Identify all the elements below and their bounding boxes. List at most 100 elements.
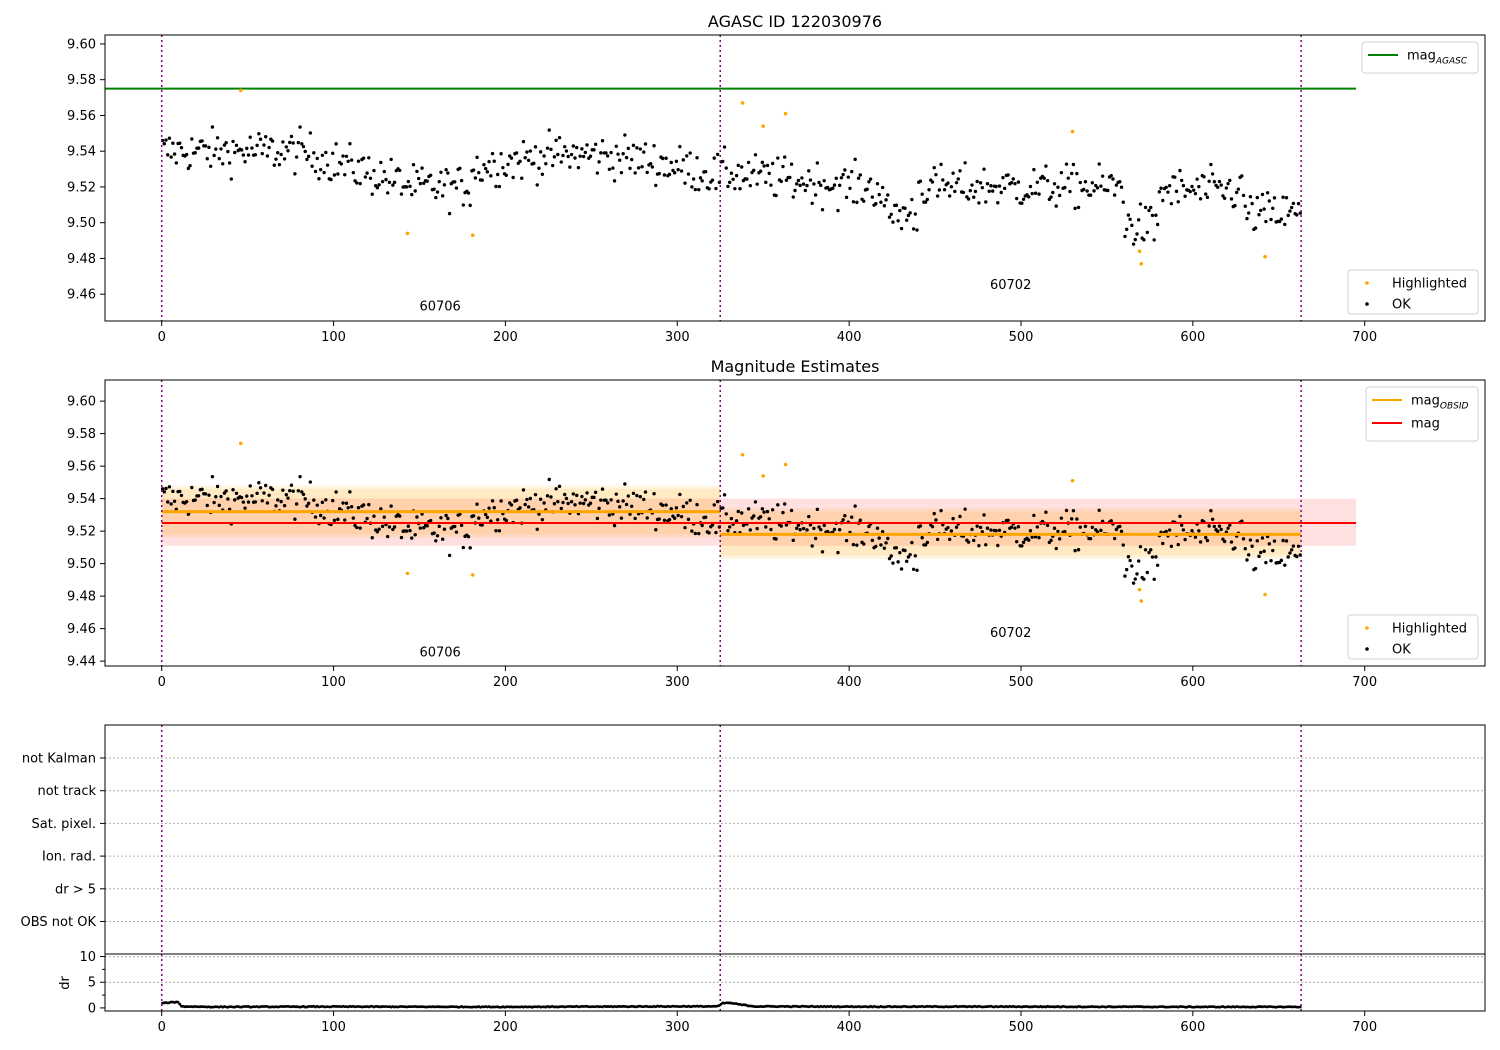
- ok-point: [1245, 216, 1249, 221]
- ok-point: [1188, 189, 1192, 194]
- ok-point: [1286, 555, 1290, 559]
- ok-point: [1161, 198, 1165, 203]
- ok-point: [331, 151, 335, 156]
- ok-point: [714, 530, 718, 535]
- ok-point: [784, 523, 789, 527]
- ok-point: [905, 559, 909, 564]
- ok-point: [678, 492, 682, 497]
- ok-point: [795, 182, 799, 186]
- ok-point: [812, 182, 816, 186]
- ok-point: [947, 537, 952, 542]
- category-label: OBS not OK: [21, 915, 97, 930]
- ok-point: [1016, 525, 1021, 529]
- ok-point: [298, 474, 302, 479]
- ok-point: [686, 517, 691, 522]
- ok-point: [372, 168, 376, 173]
- highlighted-point: [740, 452, 745, 457]
- ok-point: [179, 493, 184, 498]
- ok-point: [908, 552, 912, 557]
- ok-point: [844, 195, 849, 200]
- ok-point: [650, 165, 655, 169]
- highlighted-point: [740, 101, 745, 105]
- ok-point: [306, 154, 311, 159]
- ok-point: [1030, 191, 1034, 196]
- ok-point: [764, 525, 768, 529]
- ok-point: [193, 151, 197, 155]
- ok-point: [1014, 539, 1019, 544]
- ok-point: [657, 517, 661, 521]
- ok-point: [485, 515, 490, 520]
- ok-point: [638, 147, 643, 151]
- ok-point: [588, 501, 593, 505]
- ok-point: [1226, 181, 1230, 186]
- ok-point: [233, 150, 237, 155]
- ok-point: [850, 515, 854, 519]
- ok-point: [1123, 234, 1127, 239]
- ok-point: [820, 550, 825, 554]
- ok-point: [379, 507, 383, 511]
- ok-point: [1135, 572, 1139, 576]
- ok-point: [690, 529, 694, 533]
- ok-point: [196, 146, 201, 150]
- ok-point: [681, 504, 685, 509]
- ok-point: [549, 495, 553, 499]
- ok-point: [392, 525, 397, 529]
- ok-point: [879, 200, 883, 204]
- ok-point: [807, 169, 811, 173]
- ok-point: [324, 498, 328, 502]
- ok-point: [755, 526, 759, 531]
- ok-point: [1284, 196, 1289, 200]
- ok-point: [820, 208, 825, 212]
- ok-point: [953, 189, 957, 194]
- y-tick-label: 9.48: [67, 590, 96, 605]
- ok-point: [344, 501, 349, 505]
- ok-point: [908, 211, 912, 215]
- legend-points: [1347, 614, 1479, 660]
- ok-point: [528, 149, 533, 153]
- ok-point: [685, 501, 689, 505]
- ok-point: [843, 168, 847, 172]
- ok-point: [683, 525, 687, 530]
- ok-point: [1183, 194, 1187, 198]
- ok-point: [1099, 528, 1103, 533]
- ok-point: [576, 165, 581, 170]
- ok-point: [425, 179, 429, 183]
- ok-point: [1063, 529, 1067, 534]
- ok-point: [533, 145, 538, 149]
- ok-point: [1128, 217, 1132, 221]
- ok-point: [291, 489, 295, 493]
- ok-point: [1016, 180, 1021, 184]
- ok-point: [308, 131, 313, 135]
- ok-point: [458, 166, 462, 170]
- ok-point: [954, 525, 959, 529]
- axes-frame: [104, 724, 1486, 955]
- ok-point: [370, 536, 374, 540]
- ok-point: [375, 530, 380, 534]
- legend-marker: [1365, 647, 1369, 651]
- ok-point: [203, 144, 208, 148]
- ok-point: [592, 148, 596, 152]
- ok-point: [734, 173, 739, 178]
- ok-point: [284, 493, 289, 497]
- category-label: Sat. pixel.: [32, 817, 96, 832]
- ok-point: [795, 526, 799, 531]
- ok-point: [882, 204, 887, 208]
- ok-point: [447, 553, 452, 558]
- ok-point: [363, 175, 368, 179]
- x-tick-label: 600: [1180, 675, 1205, 690]
- ok-point: [1176, 542, 1180, 547]
- ok-point: [205, 156, 209, 161]
- ok-point: [406, 524, 411, 528]
- highlighted-point: [1137, 587, 1142, 592]
- ok-point: [1219, 183, 1223, 187]
- ok-point: [688, 498, 692, 503]
- ok-point: [978, 181, 983, 185]
- ok-point: [764, 180, 768, 185]
- legend-label: OK: [1392, 643, 1411, 658]
- ok-point: [434, 195, 438, 200]
- ok-point: [305, 504, 309, 508]
- ok-point: [549, 147, 553, 152]
- ok-point: [1260, 192, 1265, 197]
- ok-point: [1190, 529, 1194, 533]
- ok-point: [312, 151, 316, 155]
